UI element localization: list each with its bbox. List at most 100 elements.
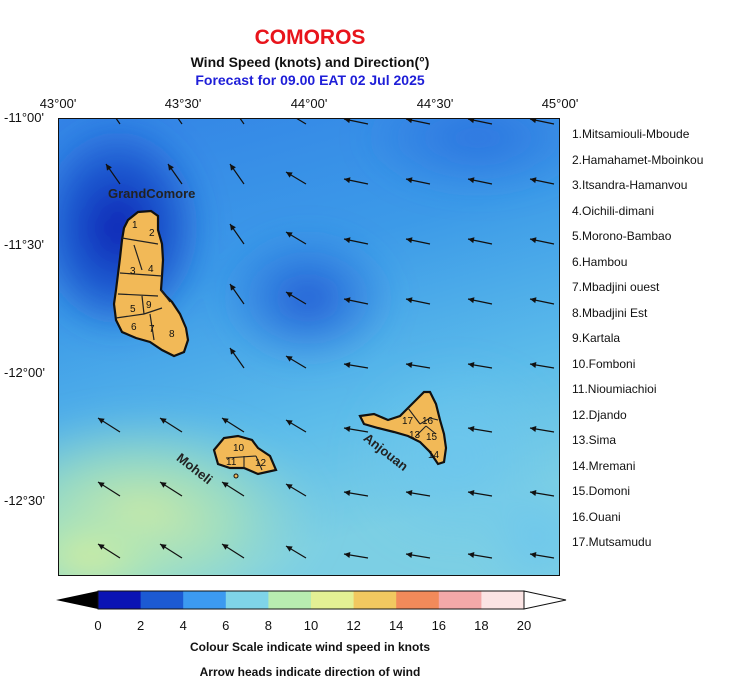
wind-arrow [229,347,245,369]
wind-arrow [343,237,369,245]
district-number: 17 [402,416,414,427]
wind-arrow [343,490,369,497]
wind-arrow [343,552,369,559]
lat-label: -11°30' [4,237,44,252]
district-number: 12 [255,458,267,469]
wind-arrow [167,163,183,185]
lon-label: 43°30' [164,96,202,111]
wind-arrow [285,483,307,497]
wind-arrow [467,490,493,497]
colorbar-tick-label: 4 [179,618,187,633]
colorbar-tick-label: 14 [388,618,404,633]
wind-arrow [285,355,307,369]
district-number: 6 [131,322,137,333]
wind-arrow [294,118,307,125]
legend-district-11: 11.Nioumiachioi [572,382,657,396]
colorbar-segment [140,591,184,609]
wind-arrow [285,545,307,559]
wind-arrow [467,426,493,433]
wind-arrow [239,118,245,125]
wind-arrow [343,426,369,433]
wind-arrow [405,362,431,369]
lon-label: 45°00' [541,96,579,111]
wind-arrow [221,481,245,497]
forecast-time: Forecast for 09.00 EAT 02 Jul 2025 [195,72,425,88]
district-number: 15 [426,432,438,443]
colorbar-segment [481,591,525,609]
wind-arrow [229,283,245,305]
wind-arrow [105,163,121,185]
lat-label: -12°30' [4,493,45,508]
colorbar-under-triangle [56,591,98,609]
wind-arrow [467,177,493,185]
colorbar-tick-label: 0 [94,618,102,633]
wind-arrow [467,362,493,369]
colorbar-segment [438,591,482,609]
wind-arrow [159,543,183,559]
legend-district-8: 8.Mbadjini Est [572,305,648,320]
wind-arrow [467,552,493,559]
wind-arrow [343,118,369,125]
colorbar-caption: Colour Scale indicate wind speed in knot… [189,640,431,654]
lon-label: 44°00' [290,96,328,111]
district-number: 10 [233,443,245,454]
legend-district-6: 6.Hambou [572,254,628,269]
legend-district-3: 3.Itsandra-Hamanvou [572,178,688,192]
wind-arrow [285,419,307,433]
wind-arrow [221,543,245,559]
legend-district-1: 1.Mitsamiouli-Mboude [572,127,690,141]
colorbar-over-triangle [523,590,567,610]
wind-arrow [529,177,555,185]
district-number: 2 [149,228,155,239]
wind-arrow [285,171,307,185]
wind-arrow [529,237,555,245]
wind-arrow [529,297,555,305]
wind-arrow [229,163,245,185]
legend-district-2: 2.Hamahamet-Mboinkou [572,152,704,167]
legend-district-14: 14.Mremani [572,458,636,473]
colorbar-tick-label: 10 [303,618,319,633]
wind-map: 1 2 3 4 5 6 7 8 9 10 11 12 13 14 15 16 1… [58,118,560,576]
moheli-island [212,434,278,479]
grand-comore-island [112,209,190,358]
wind-arrow [221,417,245,433]
colorbar-tick-label: 2 [136,618,145,633]
wind-arrow [529,552,555,559]
wind-arrow [97,543,121,559]
wind-arrow [405,552,431,559]
legend-district-17: 17.Mutsamudu [572,535,652,549]
wind-arrow [529,490,555,497]
legend-district-7: 7.Mbadjini ouest [572,280,660,294]
legend-district-9: 9.Kartala [572,331,621,345]
district-number: 16 [422,416,434,427]
legend-district-15: 15.Domoni [572,484,631,498]
wind-arrow [467,297,493,305]
colorbar-segment [183,591,227,609]
legend-district-4: 4.Oichili-dimani [572,203,655,218]
colorbar-segment [268,591,312,609]
wind-arrow [159,481,183,497]
wind-arrow [159,417,183,433]
lon-label: 44°30' [416,96,454,111]
anjouan-island [358,390,448,466]
district-number: 9 [146,300,152,311]
wind-arrow [229,223,245,245]
district-number: 7 [149,324,155,335]
colorbar-segment [225,591,269,609]
district-number: 8 [169,329,175,340]
legend-district-16: 16.Ouani [572,509,621,524]
wind-arrows [97,118,555,559]
wind-arrow [467,237,493,245]
colorbar-segment [311,591,355,609]
lon-label: 43°00' [39,96,77,111]
wind-arrow [97,481,121,497]
district-number: 14 [428,450,440,461]
district-number: 11 [226,457,237,468]
colorbar [56,590,567,610]
colorbar-tick-label: 18 [474,618,489,633]
colorbar-tick-label: 6 [222,618,230,633]
wind-arrow [529,118,555,125]
colorbar-tick-label: 16 [431,618,447,633]
district-number: 3 [130,266,136,277]
wind-arrow [405,118,431,125]
